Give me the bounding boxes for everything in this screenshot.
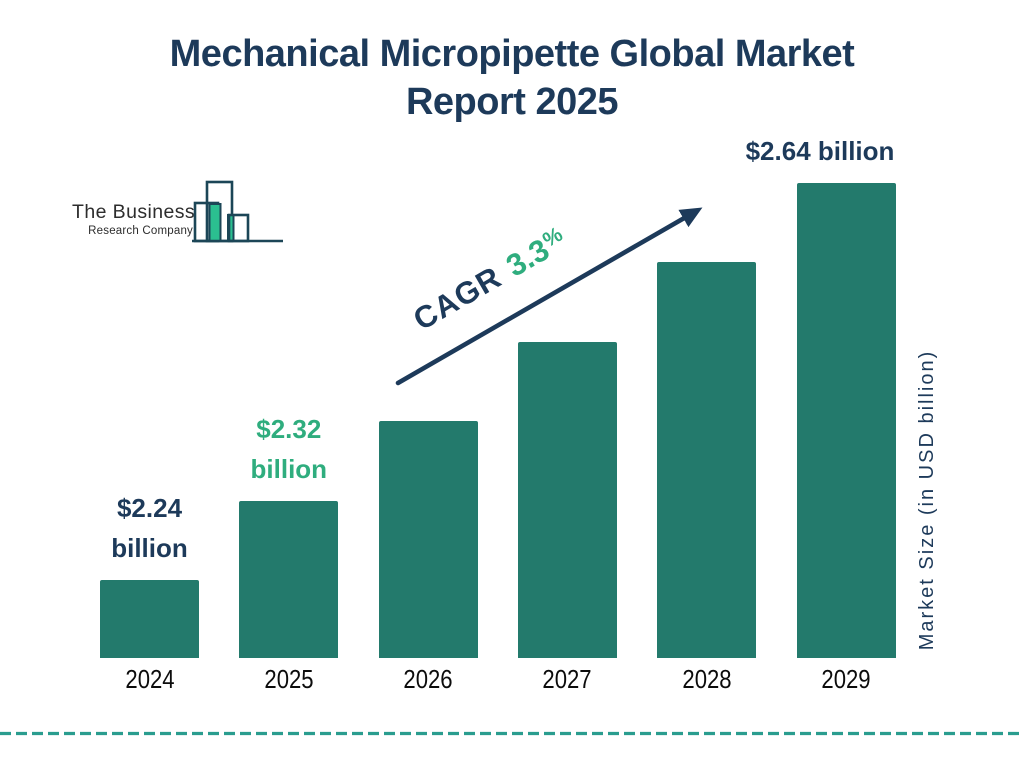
bar-2024 — [100, 580, 199, 658]
value-label-line: $2.32 — [256, 413, 322, 444]
value-label-2024: $2.24 billion — [111, 488, 188, 568]
x-tick-2025: 2025 — [264, 664, 314, 694]
value-label-line: billion — [111, 533, 188, 563]
bar-2027 — [517, 341, 617, 658]
page-title-line1: Mechanical Micropipette Global Market — [169, 33, 855, 75]
y-axis-label: Market Size (in USD billion) — [916, 349, 938, 651]
x-tick-2026: 2026 — [403, 664, 453, 694]
page-title-line2: Report 2025 — [405, 81, 619, 123]
logo-name-line2: Research Company — [88, 225, 193, 237]
bar-2025 — [239, 500, 339, 658]
x-tick-2028: 2028 — [682, 664, 732, 694]
x-tick-2024: 2024 — [124, 664, 175, 694]
x-tick-2027: 2027 — [542, 664, 592, 694]
value-label-line: billion — [250, 453, 328, 484]
page-title: Mechanical Micropipette Global Market Re… — [0, 30, 1024, 126]
value-label-line: $2.24 — [116, 493, 183, 523]
logo-name-line1: The Business — [72, 201, 195, 223]
bar-2028 — [657, 262, 757, 658]
bar-2026 — [378, 421, 478, 658]
x-tick-2029: 2029 — [821, 664, 871, 694]
value-label-2025: $2.32 billion — [251, 409, 328, 489]
company-logo-text: The Business Research Company — [58, 201, 195, 237]
value-label-2029: $2.64 billion — [746, 131, 895, 171]
value-label-line: $2.64 billion — [745, 136, 895, 166]
bottom-dashed-line — [0, 731, 1024, 736]
bar-2029 — [796, 183, 896, 658]
logo-bars-icon — [192, 180, 283, 243]
